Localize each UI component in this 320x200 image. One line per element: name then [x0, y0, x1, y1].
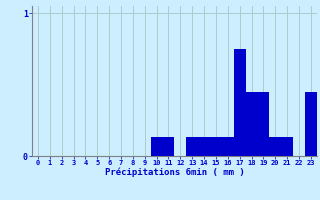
- Bar: [151, 137, 163, 156]
- Bar: [163, 137, 174, 156]
- Bar: [246, 92, 258, 156]
- Bar: [234, 49, 246, 156]
- Bar: [186, 137, 198, 156]
- Bar: [222, 137, 234, 156]
- Bar: [258, 92, 269, 156]
- X-axis label: Précipitations 6min ( mm ): Précipitations 6min ( mm ): [105, 168, 244, 177]
- Bar: [269, 137, 281, 156]
- Bar: [198, 137, 210, 156]
- Bar: [305, 92, 317, 156]
- Bar: [281, 137, 293, 156]
- Bar: [210, 137, 222, 156]
